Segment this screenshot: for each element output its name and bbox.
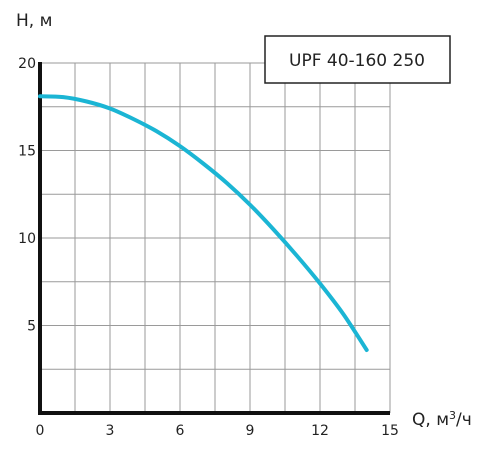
y-tick-label: 10	[18, 231, 36, 247]
x-axis-label: Q, м3/ч	[412, 409, 472, 431]
x-tick-label: 6	[176, 423, 185, 439]
x-axis-label-suffix: /ч	[456, 410, 472, 430]
model-label-box	[264, 35, 451, 84]
x-tick-label: 9	[246, 423, 255, 439]
x-tick-label: 15	[381, 423, 399, 439]
grid	[40, 62, 391, 413]
x-tick-label: 0	[36, 423, 45, 439]
series-layer	[38, 94, 369, 352]
y-tick-label: 15	[18, 144, 36, 160]
axes	[38, 62, 390, 415]
model-label: UPF 40-160 250	[289, 51, 425, 71]
pump-curve-line	[38, 94, 369, 352]
y-tick-label: 5	[27, 319, 36, 335]
x-tick-label: 3	[106, 423, 115, 439]
y-tick-label: 20	[18, 56, 36, 72]
y-axis-label: H, м	[16, 11, 52, 31]
tick-labels: 0 3 6 9 12 15 5 10 15 20	[18, 56, 399, 439]
x-axis-label-sup: 3	[449, 409, 456, 422]
x-axis-label-prefix: Q, м	[412, 410, 449, 430]
x-tick-label: 12	[311, 423, 329, 439]
